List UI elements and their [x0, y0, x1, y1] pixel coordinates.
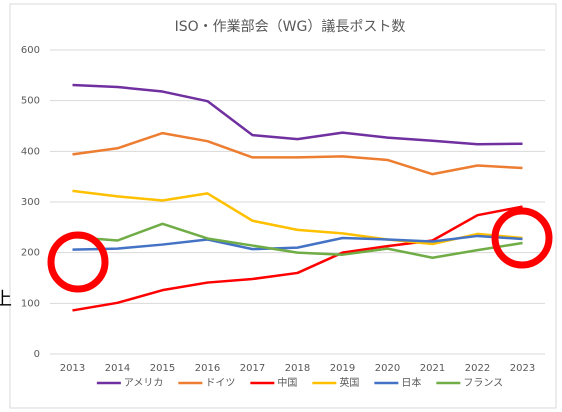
- x-tick-label: 2015: [150, 363, 175, 374]
- highlight-circle: [47, 231, 109, 293]
- x-tick-label: 2022: [465, 363, 490, 374]
- y-tick-label: 300: [21, 197, 40, 208]
- x-tick-label: 2019: [330, 363, 355, 374]
- x-tick-label: 2021: [420, 363, 445, 374]
- legend-label: アメリカ: [124, 377, 164, 389]
- legend-label: ドイツ: [205, 378, 235, 389]
- y-tick-label: 600: [21, 45, 40, 56]
- y-tick-label: 0: [34, 349, 40, 360]
- cropped-text: 上: [0, 289, 12, 310]
- y-tick-label: 500: [21, 96, 40, 107]
- legend-label: 日本: [401, 376, 421, 389]
- x-tick-label: 2018: [285, 363, 310, 374]
- x-tick-label: 2023: [510, 363, 535, 374]
- y-tick-label: 200: [21, 248, 40, 259]
- x-tick-label: 2016: [195, 363, 220, 374]
- series-line: [72, 131, 523, 176]
- x-tick-label: 2013: [60, 363, 85, 374]
- series-line: [72, 222, 523, 259]
- y-tick-label: 100: [21, 298, 40, 309]
- legend-label: 中国: [277, 376, 297, 389]
- series-line: [72, 234, 523, 251]
- x-tick-label: 2020: [375, 363, 400, 374]
- y-tick-label: 400: [21, 146, 40, 157]
- chart-title: ISO・作業部会（WG）議長ポスト数: [175, 18, 406, 35]
- legend-label: フランス: [463, 377, 503, 389]
- series-line: [72, 205, 523, 312]
- x-tick-label: 2014: [105, 363, 130, 374]
- series-line: [72, 83, 523, 146]
- legend-label: 英国: [339, 376, 359, 389]
- chart-border: [9, 3, 557, 409]
- plot: 0 100 200 300 400 500 600 2013 2014 2015 2016 2017 2…: [21, 45, 545, 389]
- x-tick-label: 2017: [240, 363, 265, 374]
- highlight-circle: [491, 207, 553, 269]
